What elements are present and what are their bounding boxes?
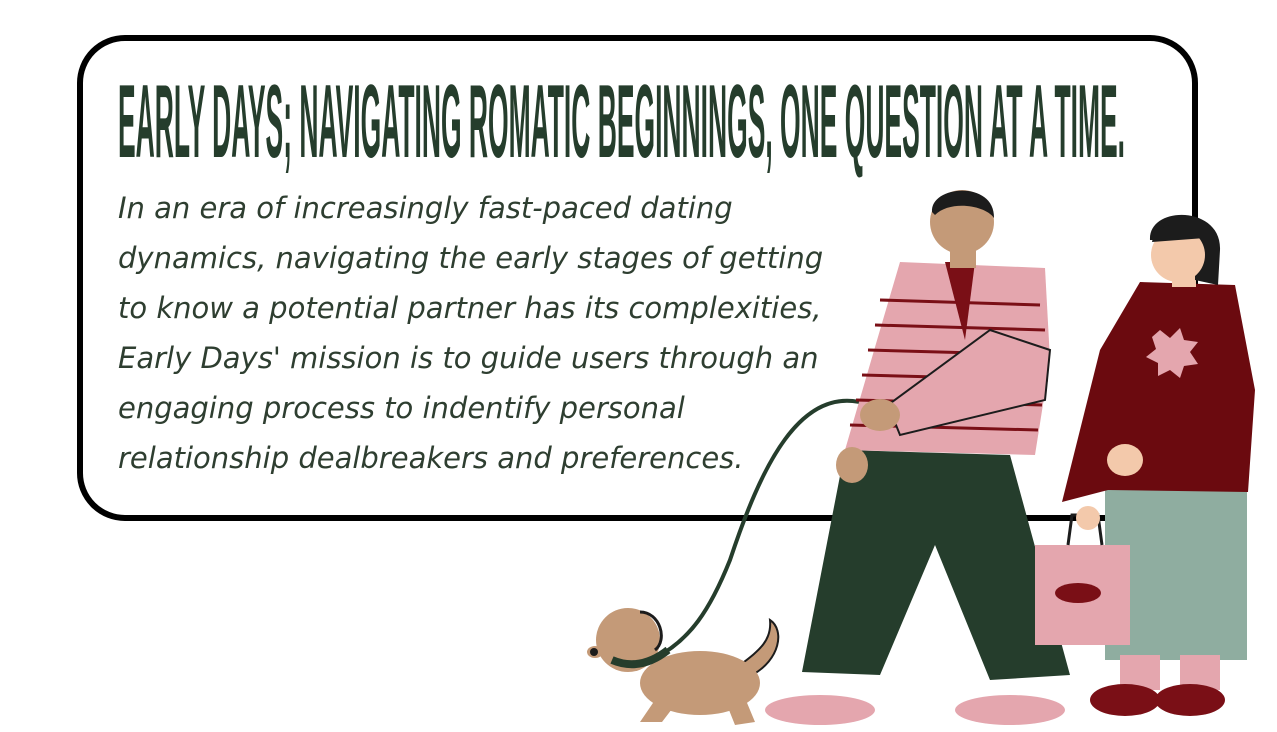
man-pants [802, 450, 1070, 680]
woman [1035, 214, 1255, 716]
title: EARLY DAYS; NAVIGATING ROMATIC BEGINNING… [118, 64, 1125, 180]
body-text: In an era of increasingly fast-paced dat… [118, 191, 823, 475]
body-line: relationship dealbreakers and preference… [118, 441, 743, 475]
body-line: engaging process to indentify personal [118, 391, 685, 425]
man-hand [860, 399, 900, 431]
dog-nose [590, 648, 598, 656]
woman-head [1151, 228, 1205, 282]
bag-logo [1055, 583, 1101, 603]
body-line: Early Days' mission is to guide users th… [118, 341, 819, 375]
man-shoe [765, 695, 875, 725]
man-hair [931, 190, 995, 218]
man-hand-2 [836, 447, 868, 483]
woman-flower [1146, 328, 1198, 378]
man-shoe-2 [955, 695, 1065, 725]
dog-tail [738, 617, 780, 677]
dog-legs [640, 698, 755, 725]
dog-body [640, 651, 760, 715]
woman-sweater [1062, 282, 1255, 502]
dog-ear [639, 610, 663, 652]
woman-shoe-2 [1155, 684, 1225, 716]
man-arm [886, 328, 1052, 437]
leash [654, 398, 871, 660]
body-line: In an era of increasingly fast-paced dat… [118, 191, 733, 225]
man [765, 190, 1070, 725]
dog-collar [610, 646, 671, 669]
woman-fringe [1152, 223, 1205, 242]
body-line: to know a potential partner has its comp… [118, 291, 822, 325]
man-collar [945, 262, 975, 340]
woman-hand [1107, 444, 1143, 476]
woman-hand-2 [1076, 506, 1100, 530]
dog-head [596, 608, 660, 672]
body-line: dynamics, navigating the early stages of… [118, 241, 823, 275]
woman-shoe [1090, 684, 1160, 716]
dog [587, 608, 780, 725]
